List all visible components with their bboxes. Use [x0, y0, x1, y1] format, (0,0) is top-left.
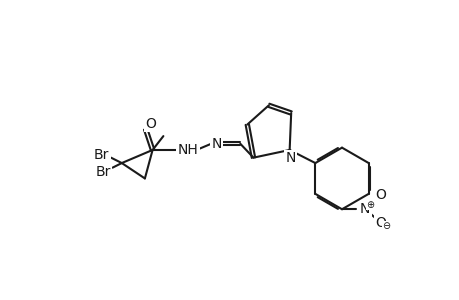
Text: ⊕: ⊕ [365, 200, 373, 210]
Text: O: O [374, 188, 385, 203]
Text: O: O [374, 216, 385, 230]
Text: N: N [285, 152, 295, 165]
Text: NH: NH [177, 143, 198, 157]
Text: N: N [211, 137, 221, 151]
Text: N: N [359, 202, 369, 216]
Text: O: O [146, 117, 156, 131]
Text: ⊖: ⊖ [381, 221, 389, 231]
Text: Br: Br [95, 165, 111, 179]
Text: Br: Br [94, 148, 109, 162]
